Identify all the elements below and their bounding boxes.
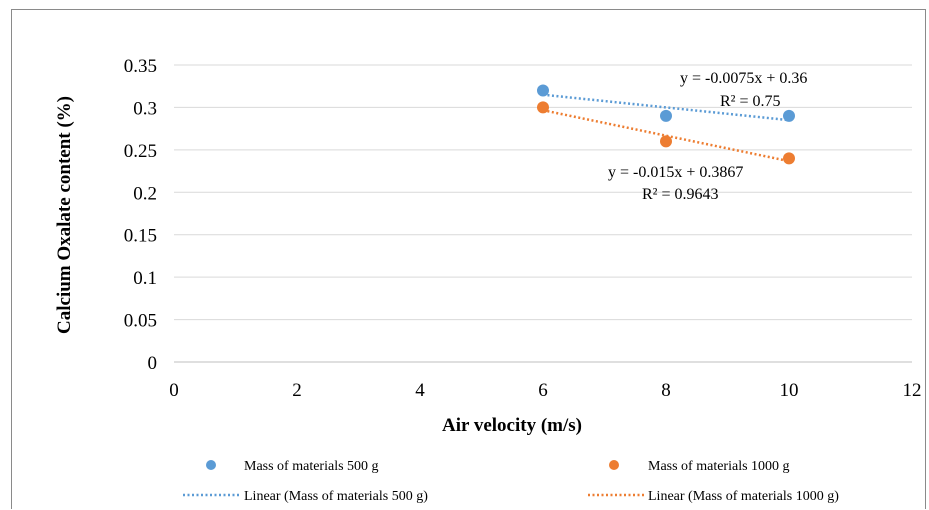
trend-equation-500g: y = -0.0075x + 0.36 — [680, 70, 807, 87]
legend-label-1000g: Mass of materials 1000 g — [648, 459, 790, 474]
legend-label-500g: Mass of materials 500 g — [244, 459, 379, 474]
chart-frame — [11, 9, 926, 509]
trendlines — [542, 93, 790, 163]
y-tick-label: 0.3 — [133, 98, 157, 119]
y-tick-label: 0.15 — [124, 226, 157, 247]
x-tick-label: 0 — [169, 380, 179, 401]
data-point-500g — [783, 109, 795, 122]
grid-lines — [174, 64, 912, 363]
x-tick-label: 8 — [661, 380, 671, 401]
y-tick-label: 0.1 — [133, 268, 157, 289]
x-tick-labels: 0 2 4 6 8 10 12 — [169, 380, 921, 401]
data-point-500g — [660, 109, 672, 122]
legend-marker-1000g — [609, 460, 619, 470]
x-tick-label: 12 — [903, 380, 922, 401]
y-tick-label: 0.25 — [124, 141, 157, 162]
data-point-500g — [537, 84, 549, 97]
y-tick-label: 0 — [148, 353, 158, 374]
x-tick-label: 4 — [415, 380, 425, 401]
x-tick-label: 10 — [780, 380, 799, 401]
data-point-1000g — [537, 101, 549, 114]
y-tick-labels: 0 0.05 0.1 0.15 0.2 0.25 0.3 0.35 — [124, 56, 157, 374]
trend-r2-500g: R² = 0.75 — [720, 93, 781, 110]
x-tick-label: 6 — [538, 380, 548, 401]
y-tick-label: 0.05 — [124, 311, 157, 332]
data-point-1000g — [783, 152, 795, 165]
legend-marker-500g — [206, 460, 216, 470]
x-axis-label: Air velocity (m/s) — [442, 415, 582, 436]
x-tick-label: 2 — [292, 380, 302, 401]
trend-equation-1000g: y = -0.015x + 0.3867 — [608, 164, 743, 181]
y-axis-label: Calcium Oxalate content (%) — [54, 96, 75, 334]
y-tick-label: 0.2 — [133, 183, 157, 204]
legend-label-linear-1000g: Linear (Mass of materials 1000 g) — [648, 489, 839, 504]
trend-r2-1000g: R² = 0.9643 — [642, 186, 719, 203]
trendline-1000g — [542, 109, 790, 163]
trendline-500g — [542, 93, 790, 122]
data-point-1000g — [660, 135, 672, 148]
legend-label-linear-500g: Linear (Mass of materials 500 g) — [244, 489, 428, 504]
data-points — [537, 84, 795, 165]
y-tick-label: 0.35 — [124, 56, 157, 77]
legend: Mass of materials 500 g Mass of material… — [183, 459, 839, 504]
